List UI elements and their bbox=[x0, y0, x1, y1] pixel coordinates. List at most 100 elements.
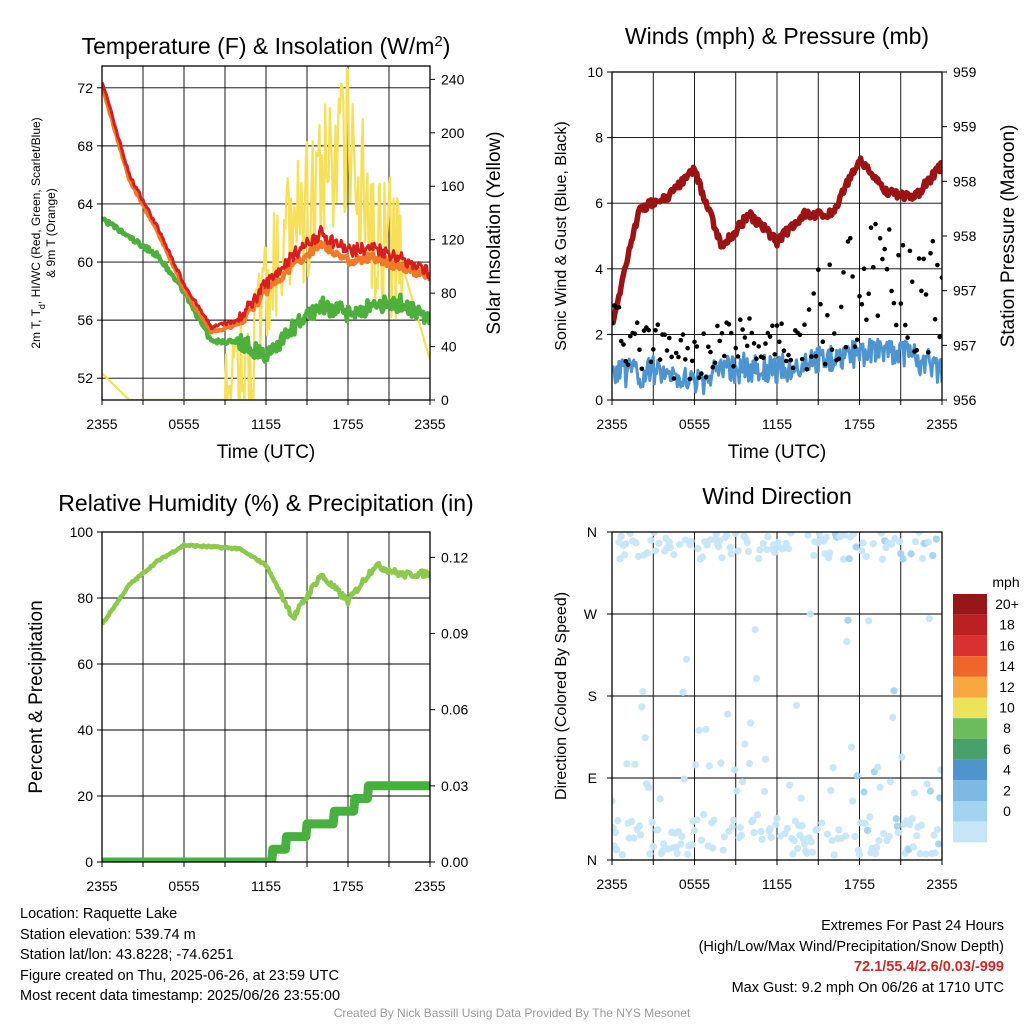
gust-point bbox=[859, 302, 865, 307]
direction-point bbox=[847, 743, 856, 751]
gust-point bbox=[756, 344, 761, 349]
direction-point bbox=[863, 826, 872, 835]
gust-point bbox=[639, 366, 645, 372]
gust-point bbox=[634, 320, 640, 326]
direction-point bbox=[885, 832, 893, 841]
gust-point bbox=[852, 344, 858, 350]
direction-point bbox=[745, 759, 754, 768]
direction-point bbox=[910, 789, 919, 797]
direction-point bbox=[859, 539, 867, 547]
direction-point bbox=[617, 532, 625, 540]
y2-tick-label: 958 bbox=[953, 173, 977, 189]
direction-point bbox=[804, 532, 812, 539]
gust-point bbox=[875, 313, 881, 319]
gust-point bbox=[854, 337, 860, 343]
gust-point bbox=[804, 367, 810, 372]
y2-tick-label: 0.09 bbox=[441, 626, 468, 642]
gust-point bbox=[887, 227, 892, 232]
gust-point bbox=[676, 354, 681, 360]
winds-y2-ticks: 956 957 957 958 958 959 959 bbox=[942, 64, 977, 408]
direction-point bbox=[632, 539, 640, 547]
direction-point bbox=[638, 703, 646, 711]
direction-point bbox=[874, 763, 882, 771]
gust-point bbox=[774, 323, 780, 328]
y2-tick-label: 959 bbox=[953, 119, 977, 135]
y2-tick-label: 120 bbox=[441, 232, 465, 248]
direction-point bbox=[875, 837, 883, 845]
gust-point bbox=[653, 328, 658, 333]
direction-point bbox=[715, 543, 723, 551]
y-tick-label: 68 bbox=[77, 138, 93, 154]
latlon-text: Station lat/lon: 43.8228; -74.6251 bbox=[20, 947, 234, 963]
extremes-fields: (High/Low/Max Wind/Precipitation/Snow De… bbox=[698, 938, 1004, 955]
gust-point bbox=[625, 362, 631, 368]
legend-label: 12 bbox=[999, 679, 1015, 695]
temperature-ylabel-line1: 2m T, Td, HI/WC (Red, Green, Scarlet/Blu… bbox=[29, 117, 47, 348]
pressure-line bbox=[612, 155, 942, 326]
direction-point bbox=[658, 847, 667, 855]
direction-point bbox=[794, 844, 802, 852]
gust-point bbox=[832, 331, 837, 336]
x-tick-label: 1755 bbox=[844, 876, 875, 892]
gust-point bbox=[788, 357, 794, 363]
direction-point bbox=[670, 551, 678, 559]
direction-point bbox=[677, 840, 685, 848]
direction-point bbox=[751, 626, 759, 634]
gust-points bbox=[612, 221, 942, 382]
gust-point bbox=[726, 322, 732, 327]
direction-point bbox=[750, 829, 758, 837]
direction-point bbox=[937, 766, 942, 774]
temperature-y2label: Solar Insolation (Yellow) bbox=[484, 131, 505, 334]
winds-title: Winds (mph) & Pressure (mb) bbox=[625, 23, 929, 49]
x-tick-label: 0555 bbox=[679, 876, 710, 892]
gust-point bbox=[843, 344, 849, 350]
direction-point bbox=[843, 637, 851, 646]
y2-tick-label: 80 bbox=[441, 285, 457, 301]
legend-label: 4 bbox=[1003, 762, 1011, 778]
direction-point bbox=[888, 540, 896, 548]
gust-point bbox=[733, 345, 739, 351]
gust-point bbox=[829, 347, 835, 353]
y2-tick-label: 957 bbox=[953, 337, 977, 353]
max-gust-text: Max Gust: 9.2 mph On 06/26 at 1710 UTC bbox=[731, 979, 1004, 996]
x-tick-label: 1155 bbox=[251, 878, 281, 894]
gust-point bbox=[696, 375, 702, 381]
x-tick-label: 2355 bbox=[926, 876, 957, 892]
direction-point bbox=[880, 830, 888, 838]
direction-point bbox=[649, 843, 657, 851]
direction-point bbox=[622, 540, 630, 548]
direction-point bbox=[839, 555, 848, 563]
direction-point bbox=[845, 555, 853, 563]
direction-point bbox=[894, 829, 903, 837]
credit-text: Created By Nick Bassill Using Data Provi… bbox=[333, 1006, 691, 1020]
location-text: Location: Raquette Lake bbox=[20, 906, 178, 922]
direction-point bbox=[918, 555, 927, 563]
direction-point bbox=[648, 818, 656, 827]
direction-point bbox=[694, 545, 702, 553]
gust-point bbox=[678, 337, 684, 343]
direction-point bbox=[813, 825, 821, 833]
gust-point bbox=[825, 313, 830, 318]
gust-point bbox=[857, 294, 862, 299]
gust-point bbox=[880, 256, 885, 262]
y-tick-label: 2 bbox=[595, 326, 603, 342]
gust-point bbox=[916, 256, 922, 261]
direction-point bbox=[786, 781, 794, 789]
direction-point bbox=[929, 552, 937, 560]
direction-point bbox=[731, 766, 739, 774]
direction-point bbox=[898, 753, 906, 761]
gust-point bbox=[683, 357, 688, 362]
gust-point bbox=[648, 359, 654, 365]
direction-point bbox=[827, 786, 835, 795]
gust-point bbox=[664, 348, 670, 353]
direction-point bbox=[855, 851, 864, 859]
direction-point bbox=[787, 532, 795, 537]
humidity-y2-ticks: 0.00 0.03 0.06 0.09 0.12 bbox=[430, 549, 468, 870]
gust-point bbox=[671, 376, 677, 381]
direction-point bbox=[676, 540, 684, 549]
direction-point bbox=[772, 820, 780, 829]
direction-point bbox=[631, 760, 639, 768]
gust-point bbox=[618, 338, 624, 344]
legend-swatch bbox=[953, 614, 987, 636]
y2-tick-label: 959 bbox=[953, 64, 977, 80]
